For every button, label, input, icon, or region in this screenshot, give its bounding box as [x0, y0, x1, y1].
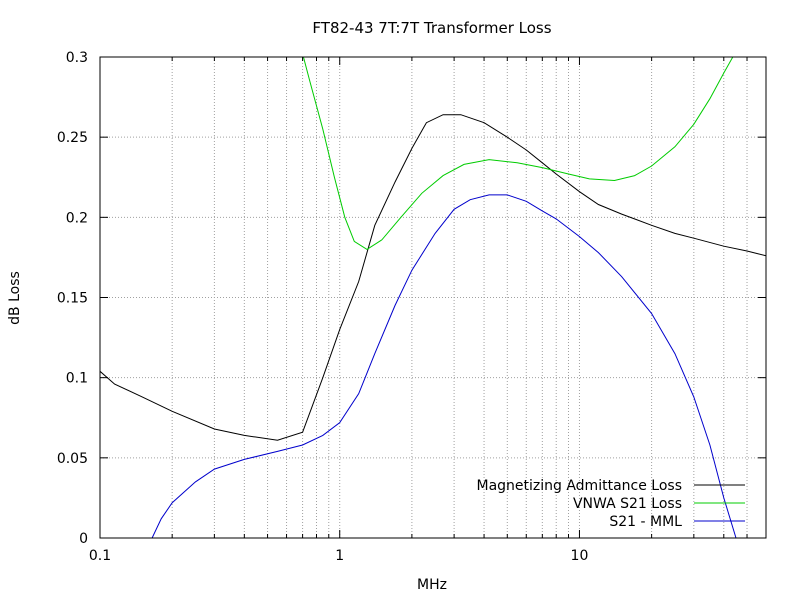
y-tick-label: 0.3 [66, 50, 88, 66]
legend-label: VNWA S21 Loss [573, 496, 682, 512]
legend-label: Magnetizing Admittance Loss [476, 478, 682, 494]
x-axis-label: MHz [417, 577, 447, 593]
legend-label: S21 - MML [609, 514, 682, 530]
chart-title: FT82-43 7T:7T Transformer Loss [312, 19, 551, 37]
x-tick-label: 1 [335, 548, 344, 564]
series-line-2 [302, 57, 734, 250]
y-axis-label: dB Loss [7, 271, 23, 325]
axis-ticks: 0 0.05 0.1 0.15 0.2 0.25 0.3 0.1 1 10 [57, 50, 767, 564]
y-tick-label: 0.05 [57, 451, 88, 467]
series-line-1 [100, 114, 766, 441]
x-tick-label: 10 [571, 548, 589, 564]
y-tick-label: 0.15 [57, 291, 88, 307]
series-line-3 [151, 194, 737, 538]
grid [100, 57, 766, 538]
y-tick-label: 0.2 [66, 210, 88, 226]
y-tick-label: 0 [79, 531, 88, 547]
y-tick-label: 0.25 [57, 130, 88, 146]
x-tick-label: 0.1 [89, 548, 111, 564]
legend: Magnetizing Admittance Loss VNWA S21 Loss… [476, 478, 745, 530]
y-tick-label: 0.1 [66, 371, 88, 387]
series-layer [100, 57, 766, 538]
